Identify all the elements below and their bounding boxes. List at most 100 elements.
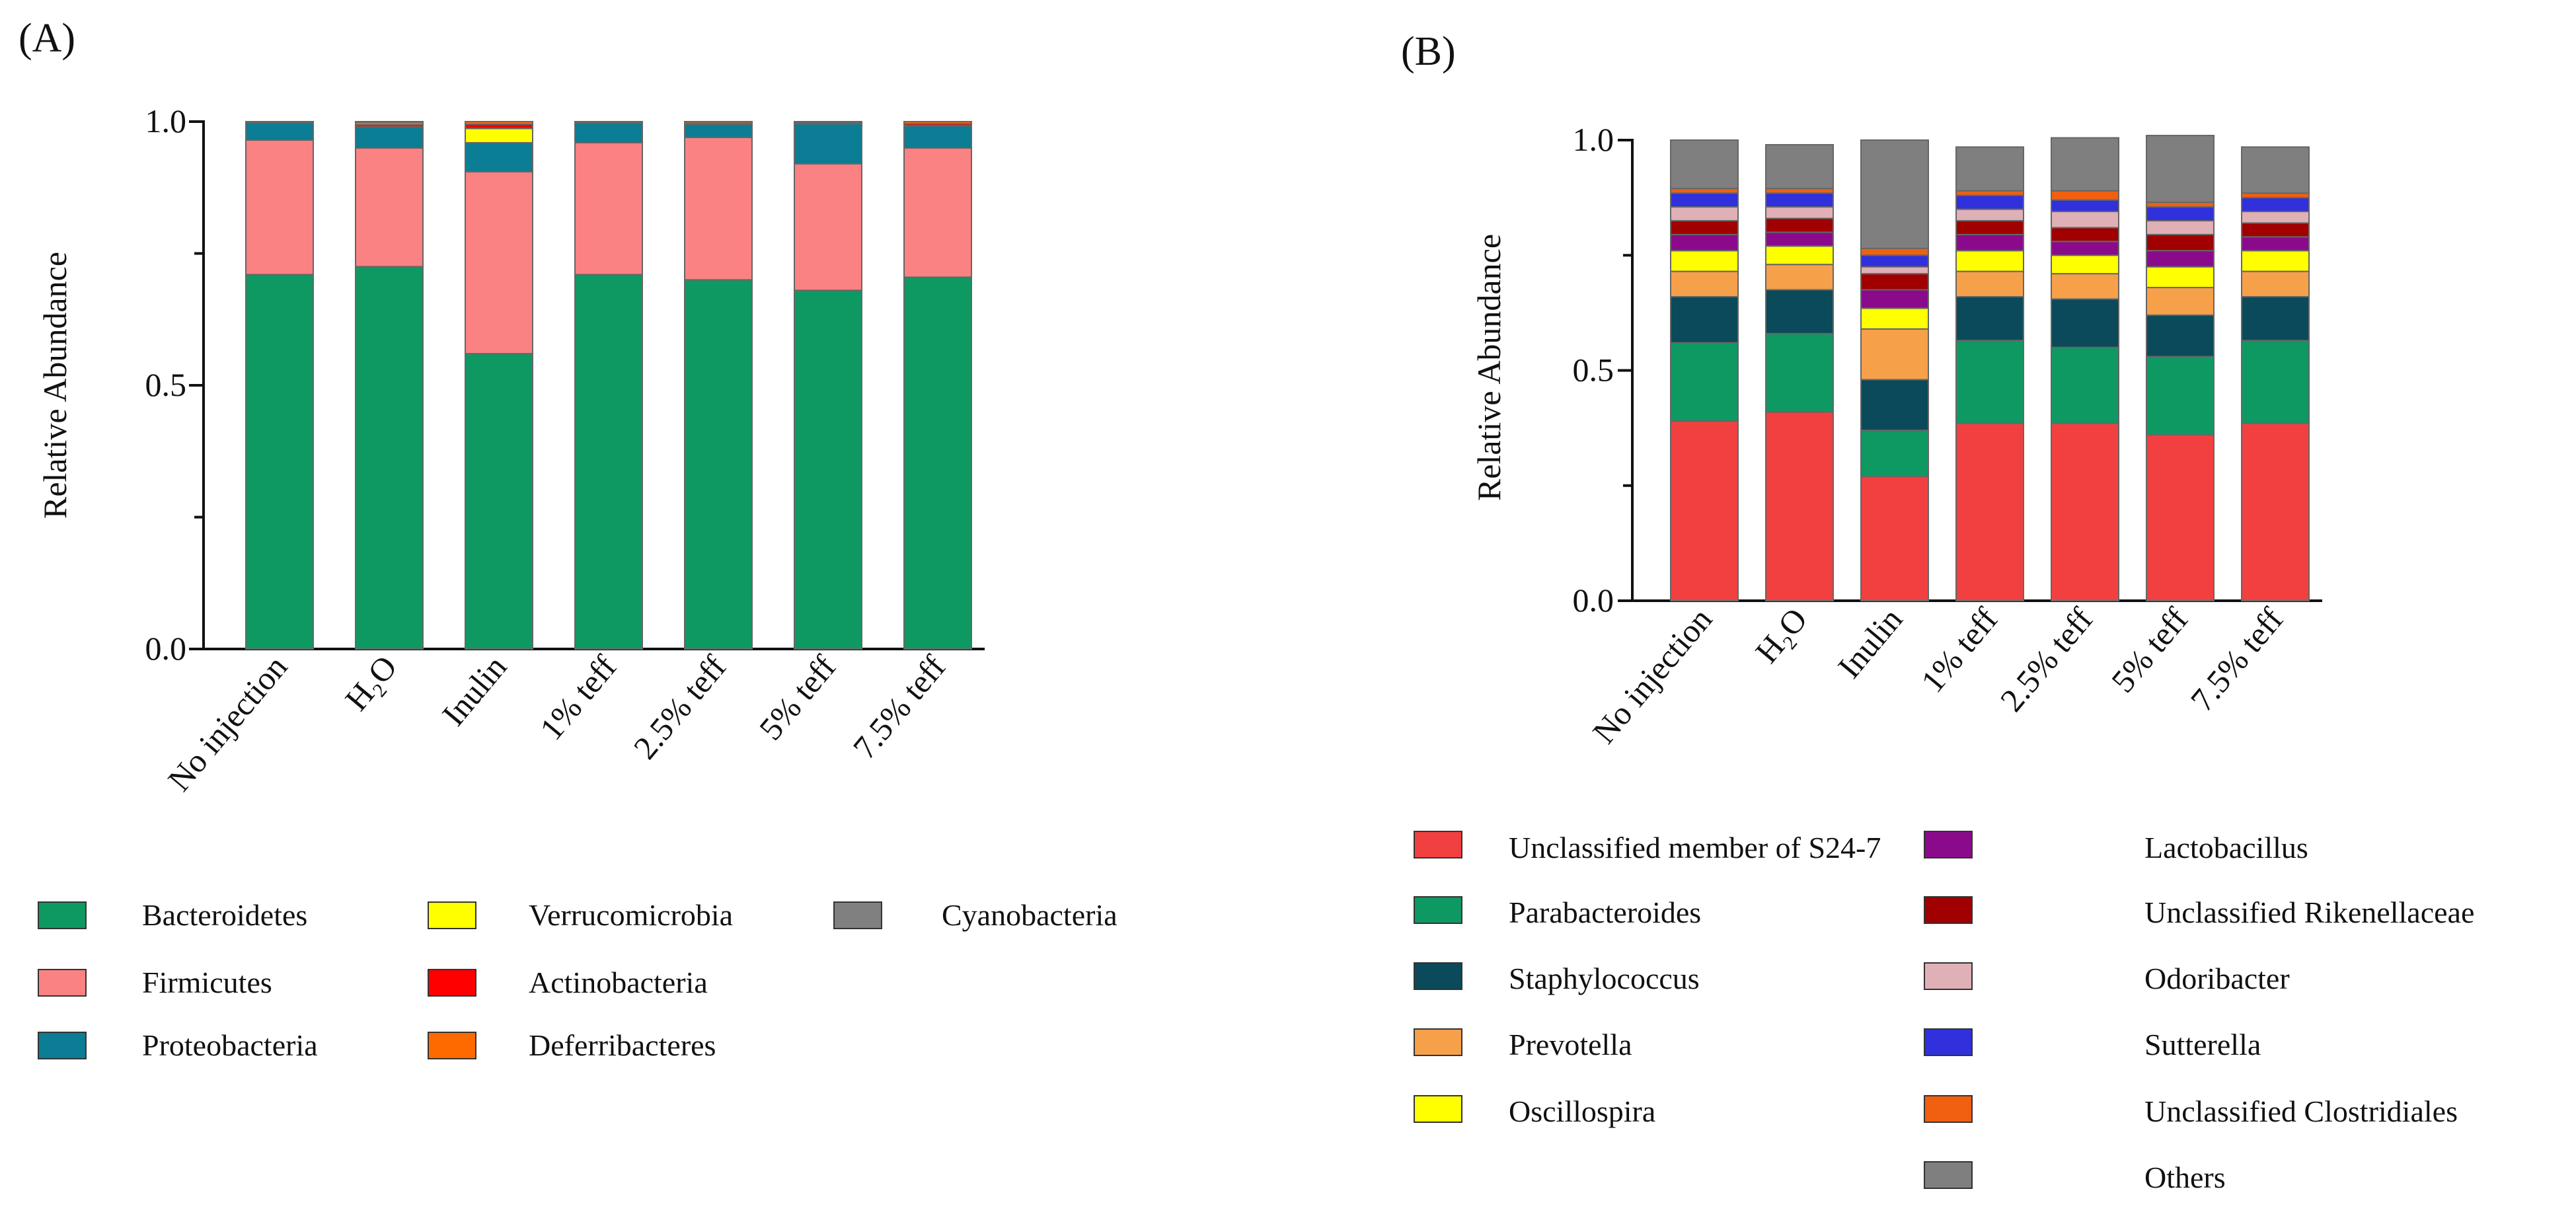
bar-segment-bacteroidetes (245, 274, 314, 650)
x-tick-label: 1% teff (533, 648, 624, 747)
bar-segment-oscillospira (1670, 250, 1739, 272)
panel-label: (A) (19, 16, 75, 61)
bar-segment-parabacteroides (1670, 342, 1739, 422)
legend-item: Proteobacteria (38, 1028, 318, 1062)
bar-segment-prevotella (1765, 264, 1834, 291)
y-axis-title: Relative Abundance (1470, 234, 1507, 501)
x-tick-label: 2.5% teff (626, 648, 734, 766)
legend-item: Cyanobacteria (833, 898, 1118, 932)
y-axis-title: Relative Abundance (36, 252, 73, 519)
bar-segment-lactobacillus (2241, 236, 2310, 252)
bar-segment-others (2146, 135, 2215, 204)
bar-segment-unclassified-rikenellaceae (2146, 233, 2215, 252)
bar-segment-verrucomicrobia (465, 128, 533, 143)
bar-segment-prevotella (2146, 287, 2215, 316)
legend-swatch (1924, 1095, 1973, 1123)
bar-segment-lactobacillus (1765, 231, 1834, 247)
bar-segment-odoribacter (1765, 206, 1834, 219)
bar-segment-bacteroidetes (794, 289, 862, 650)
bar-segment-oscillospira (2241, 250, 2310, 272)
bar-segment-sutterella (2146, 206, 2215, 221)
bar-segment-prevotella (2241, 270, 2310, 297)
bar-segment-staphylococcus (1765, 289, 1834, 334)
legend-label: Deferribacteres (529, 1028, 716, 1062)
bar-segment-odoribacter (2146, 219, 2215, 235)
y-tick-label: 0.5 (145, 366, 187, 403)
bar-segment-odoribacter (1955, 208, 2024, 221)
x-tick-label: No injection (161, 648, 295, 798)
bar-segment-parabacteroides (1765, 332, 1834, 413)
bar-segment-oscillospira (2146, 266, 2215, 289)
legend-item: Oscillospira (1414, 1094, 1655, 1128)
bar-segment-prevotella (1670, 270, 1739, 297)
legend-swatch (1414, 962, 1462, 990)
legend-swatch (1414, 1028, 1462, 1056)
bar-segment-unclassified-rikenellaceae (2241, 222, 2310, 238)
bar-segment-unclassified-clostridiales (2146, 202, 2215, 208)
legend-item: Bacteroidetes (38, 898, 307, 932)
bar-segment-oscillospira (1765, 245, 1834, 266)
legend-label: Prevotella (1509, 1028, 1632, 1061)
y-tick-label: 0.0 (1573, 582, 1614, 619)
bar-segment-unclassified-rikenellaceae (1955, 219, 2024, 235)
bar-segment-proteobacteria (574, 122, 643, 143)
bar-segment-odoribacter (2241, 211, 2310, 224)
bar-segment-unclassified-member-of-s24-7 (1955, 422, 2024, 602)
bar-segment-unclassified-clostridiales (1765, 188, 1834, 194)
x-tick-label: Inulin (1831, 601, 1910, 685)
bar-segment-staphylococcus (1670, 295, 1739, 344)
bar-segment-firmicutes (794, 163, 862, 291)
bar-segment-bacteroidetes (903, 276, 972, 650)
bar-segment-deferribacteres (794, 121, 862, 124)
bar-segment-unclassified-member-of-s24-7 (1765, 411, 1834, 601)
legend-label: Verrucomicrobia (529, 898, 733, 932)
x-tick-label: H₂O (338, 648, 404, 718)
bar-segment-parabacteroides (2146, 356, 2215, 436)
bar-segment-firmicutes (684, 136, 753, 281)
legend-label: Sutterella (2144, 1028, 2261, 1061)
bar-segment-others (1860, 139, 1929, 249)
legend-item: Unclassified member of S24-7 (1414, 831, 1881, 864)
bar-segment-staphylococcus (1860, 379, 1929, 432)
legend-item: Parabacteroides (1414, 896, 1701, 929)
bar-segment-staphylococcus (1955, 295, 2024, 342)
bar-segment-prevotella (1955, 270, 2024, 297)
bar-segment-firmicutes (355, 147, 424, 268)
legend-swatch (833, 901, 882, 929)
bar-segment-proteobacteria (245, 122, 314, 141)
bar-segment-firmicutes (465, 171, 533, 355)
bar-segment-proteobacteria (355, 126, 424, 149)
bar-segment-deferribacteres (684, 121, 753, 124)
legend-item: Deferribacteres (428, 1028, 716, 1062)
x-tick-label: 5% teff (2104, 601, 2195, 699)
bar-segment-prevotella (2051, 273, 2119, 300)
bar-segment-firmicutes (574, 141, 643, 276)
bar-segment-unclassified-member-of-s24-7 (1860, 475, 1929, 601)
x-tick-label: Inulin (435, 648, 514, 732)
legend-item: Staphylococcus (1414, 962, 1700, 995)
bar-segment-staphylococcus (2146, 314, 2215, 358)
bar-segment-odoribacter (1860, 266, 1929, 275)
legend-item: Sutterella (1924, 1028, 2261, 1061)
legend-item: Prevotella (1414, 1028, 1632, 1061)
y-tick-label: 1.0 (145, 102, 187, 139)
bar-segment-proteobacteria (903, 125, 972, 149)
bar-segment-unclassified-member-of-s24-7 (1670, 420, 1739, 601)
legend-swatch (428, 1032, 476, 1059)
bar-segment-deferribacteres (574, 121, 643, 124)
bar-segment-sutterella (1955, 194, 2024, 210)
bar-segment-sutterella (1860, 254, 1929, 268)
bar-segment-others (1670, 139, 1739, 190)
bar-segment-bacteroidetes (574, 274, 643, 650)
legend-item: Others (1924, 1161, 2226, 1194)
legend-item: Unclassified Rikenellaceae (1924, 896, 2474, 929)
x-tick-label: H₂O (1748, 601, 1815, 670)
bar-segment-unclassified-rikenellaceae (1670, 219, 1739, 235)
legend-swatch (1924, 1161, 1973, 1189)
bar-segment-sutterella (1765, 192, 1834, 208)
bar-segment-lactobacillus (1860, 289, 1929, 309)
bar-segment-sutterella (2241, 197, 2310, 213)
bar-segment-others (1955, 146, 2024, 192)
legend-label: Lactobacillus (2144, 831, 2308, 864)
